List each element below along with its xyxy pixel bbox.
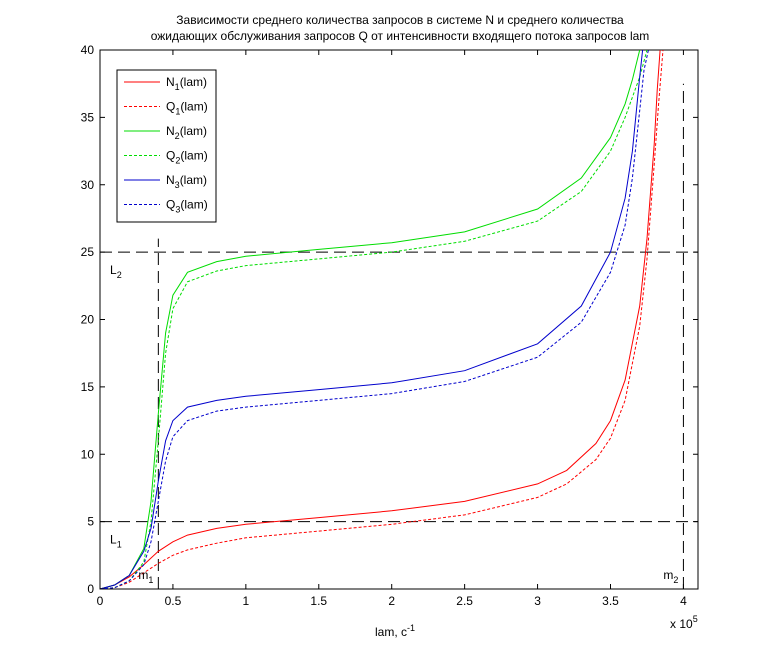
- x-tick-label: 0.5: [165, 594, 182, 608]
- x-tick-label: 0: [97, 594, 104, 608]
- chart-title-line1: Зависимости среднего количества запросов…: [176, 13, 624, 27]
- x-tick-label: 3: [534, 594, 541, 608]
- legend-label-sub: 3: [175, 180, 180, 190]
- legend-label-suffix: (lam): [180, 75, 207, 89]
- x-axis-multiplier-exp: 5: [693, 614, 698, 624]
- legend-label-main: N: [166, 173, 175, 187]
- series-line-N2: [100, 50, 641, 589]
- legend-label-sub: 1: [175, 82, 180, 92]
- y-tick-label: 0: [87, 582, 94, 596]
- y-tick-label: 5: [87, 515, 94, 529]
- reference-label-m2: m2: [663, 568, 678, 585]
- y-tick-label: 40: [81, 43, 95, 57]
- series-line-Q2: [100, 50, 648, 589]
- reference-label-L2: L2: [110, 263, 122, 280]
- legend-label-main: Q: [166, 100, 175, 114]
- reference-label-main: m: [663, 568, 673, 582]
- series-line-N3: [100, 50, 644, 589]
- legend-label-N2: N2(lam): [166, 124, 207, 141]
- reference-lines: [100, 83, 698, 589]
- legend-box: [116, 69, 217, 223]
- legend-label-sub: 3: [175, 205, 180, 215]
- x-tick-label: 2: [388, 594, 395, 608]
- y-tick-label: 10: [81, 447, 95, 461]
- series-lines: [100, 50, 664, 589]
- reference-label-sub: 1: [148, 575, 153, 585]
- legend-label-sub: 2: [175, 156, 180, 166]
- series-line-Q3: [100, 50, 649, 589]
- reference-label-sub: 2: [117, 270, 122, 280]
- reference-label-m1: m1: [138, 568, 153, 585]
- legend-label-main: Q: [166, 198, 175, 212]
- reference-label-sub: 2: [673, 575, 678, 585]
- legend-label-suffix: (lam): [180, 198, 207, 212]
- reference-label-main: m: [138, 568, 148, 582]
- legend-label-Q2: Q2(lam): [166, 149, 208, 166]
- legend-label-suffix: (lam): [180, 173, 207, 187]
- x-axis-label-main: lam, c: [375, 625, 407, 639]
- x-tick-label: 2.5: [456, 594, 473, 608]
- x-tick-label: 1.5: [310, 594, 327, 608]
- legend-label-suffix: (lam): [180, 100, 207, 114]
- x-axis-label-sup: -1: [407, 623, 415, 633]
- legend-label-main: N: [166, 124, 175, 138]
- legend-label-suffix: (lam): [180, 124, 207, 138]
- legend-label-sub: 1: [175, 107, 180, 117]
- reference-label-main: L: [110, 533, 117, 547]
- legend-label-N3: N3(lam): [166, 173, 207, 190]
- y-tick-label: 15: [81, 380, 95, 394]
- y-tick-label: 35: [81, 110, 95, 124]
- series-line-N1: [100, 50, 661, 589]
- x-tick-label: 4: [680, 594, 687, 608]
- chart-title-line2: ожидающих обслуживания запросов Q от инт…: [151, 29, 650, 43]
- x-tick-label: 3.5: [602, 594, 619, 608]
- legend-label-suffix: (lam): [180, 149, 207, 163]
- legend-label-N1: N1(lam): [166, 75, 207, 92]
- y-axis-ticks: 0 5 10 15 20 25 30 35 40: [81, 43, 698, 596]
- reference-label-main: L: [110, 263, 117, 277]
- legend-label-sub: 2: [175, 131, 180, 141]
- x-axis-label: lam, c-1: [375, 623, 415, 639]
- y-tick-label: 25: [81, 245, 95, 259]
- series-line-Q1: [100, 50, 664, 589]
- x-axis-multiplier: x 105: [670, 614, 698, 631]
- y-tick-label: 30: [81, 178, 95, 192]
- x-axis-multiplier-base: x 10: [670, 617, 693, 631]
- legend-label-main: N: [166, 75, 175, 89]
- reference-label-sub: 1: [117, 540, 122, 550]
- reference-label-L1: L1: [110, 533, 122, 550]
- x-tick-label: 1: [243, 594, 250, 608]
- legend-label-main: Q: [166, 149, 175, 163]
- y-tick-label: 20: [81, 313, 95, 327]
- legend-label-Q3: Q3(lam): [166, 198, 208, 215]
- legend-label-Q1: Q1(lam): [166, 100, 208, 117]
- legend: N1(lam)Q1(lam)N2(lam)Q2(lam)N3(lam)Q3(la…: [116, 69, 217, 223]
- x-axis-ticks: 0 0.5 1 1.5 2 2.5 3 3.5 4: [97, 50, 687, 608]
